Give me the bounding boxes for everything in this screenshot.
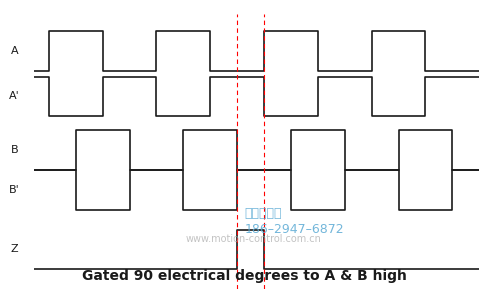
Text: B: B <box>11 145 19 155</box>
Text: 西安德伍拓: 西安德伍拓 <box>244 208 282 221</box>
Text: www.motion-control.com.cn: www.motion-control.com.cn <box>185 234 321 244</box>
Text: 186–2947–6872: 186–2947–6872 <box>244 223 344 236</box>
Text: Gated 90 electrical degrees to A & B high: Gated 90 electrical degrees to A & B hig… <box>82 269 406 283</box>
Text: Z: Z <box>11 244 19 254</box>
Text: B': B' <box>9 185 20 195</box>
Text: A': A' <box>9 91 20 101</box>
Text: A: A <box>11 46 19 56</box>
